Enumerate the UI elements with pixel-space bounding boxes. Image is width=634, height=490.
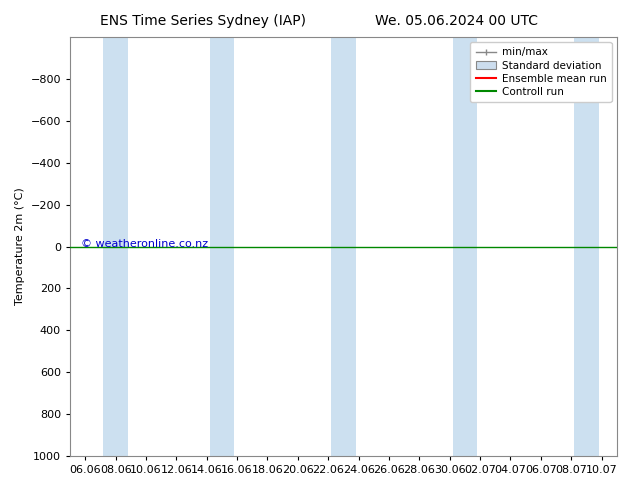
- Legend: min/max, Standard deviation, Ensemble mean run, Controll run: min/max, Standard deviation, Ensemble me…: [470, 42, 612, 102]
- Y-axis label: Temperature 2m (°C): Temperature 2m (°C): [15, 188, 25, 305]
- Bar: [103, 37, 128, 456]
- Text: © weatheronline.co.nz: © weatheronline.co.nz: [81, 240, 208, 249]
- Bar: [574, 37, 598, 456]
- Bar: [210, 37, 234, 456]
- Bar: [453, 37, 477, 456]
- Text: We. 05.06.2024 00 UTC: We. 05.06.2024 00 UTC: [375, 14, 538, 28]
- Text: ENS Time Series Sydney (IAP): ENS Time Series Sydney (IAP): [100, 14, 306, 28]
- Bar: [332, 37, 356, 456]
